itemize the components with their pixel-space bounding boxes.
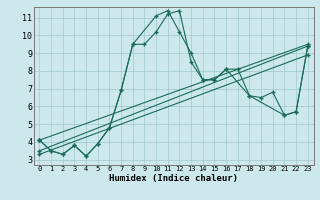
X-axis label: Humidex (Indice chaleur): Humidex (Indice chaleur) xyxy=(109,174,238,183)
